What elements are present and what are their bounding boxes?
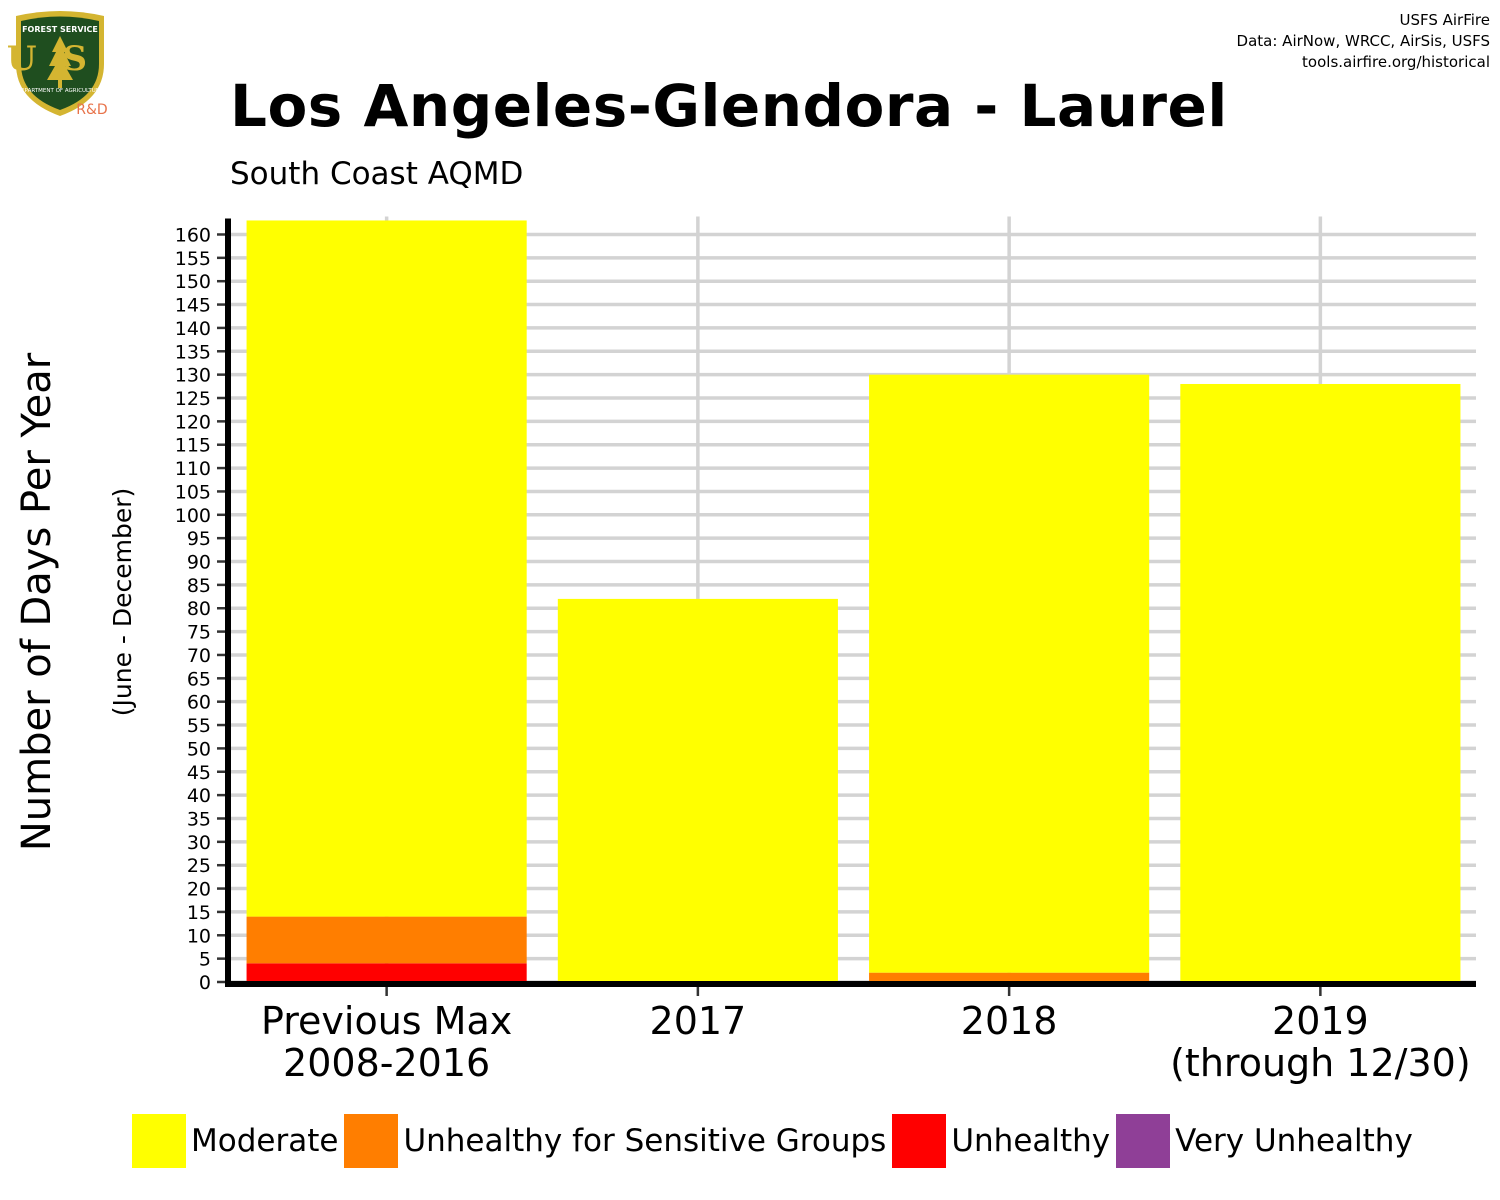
- y-tick-label: 0: [199, 972, 211, 994]
- y-tick-label: 35: [187, 808, 211, 830]
- y-tick-label: 160: [175, 224, 211, 246]
- y-tick-label: 130: [175, 365, 211, 387]
- chart-title: Los Angeles-Glendora - Laurel: [230, 72, 1228, 140]
- x-tick-label: 2019: [1272, 999, 1369, 1043]
- y-tick-label: 115: [175, 435, 211, 457]
- y-axis-sublabel: (June - December): [108, 488, 137, 717]
- y-tick-label: 95: [187, 528, 211, 550]
- y-tick-label: 15: [187, 902, 211, 924]
- y-tick-label: 65: [187, 668, 211, 690]
- legend: Moderate Unhealthy for Sensitive Groups Un…: [132, 1113, 1419, 1169]
- y-tick-label: 25: [187, 855, 211, 877]
- y-tick-label: 135: [175, 341, 211, 363]
- y-axis-label: Number of Days Per Year: [14, 352, 60, 851]
- bar-segment: [869, 374, 1150, 973]
- bars: [246, 220, 1461, 982]
- axes: [217, 218, 1476, 996]
- legend-item: Moderate: [132, 1114, 338, 1168]
- y-tick-label: 140: [175, 318, 211, 340]
- y-tick-label: 70: [187, 645, 211, 667]
- y-tick-label: 45: [187, 762, 211, 784]
- legend-swatch: [132, 1114, 186, 1168]
- y-tick-label: 40: [187, 785, 211, 807]
- y-tick-label: 30: [187, 832, 211, 854]
- y-tick-label: 145: [175, 295, 211, 317]
- y-tick-label: 110: [175, 458, 211, 480]
- tick-labels: 0510152025303540455055606570758085909510…: [175, 224, 1471, 1085]
- y-tick-label: 120: [175, 411, 211, 433]
- logo-top-text: FOREST SERVICE: [22, 25, 98, 34]
- y-tick-label: 55: [187, 715, 211, 737]
- usfs-shield-logo-icon: FOREST SERVICE US DEPARTMENT OF AGRICULT…: [8, 11, 112, 118]
- bar-segment: [869, 972, 1150, 982]
- y-tick-label: 100: [175, 505, 211, 527]
- y-tick-label: 150: [175, 271, 211, 293]
- bar-segment: [246, 220, 527, 917]
- bar-segment: [557, 598, 838, 982]
- x-tick-label: (through 12/30): [1170, 1041, 1471, 1085]
- y-tick-label: 5: [199, 949, 211, 971]
- logo-bottom-text: DEPARTMENT OF AGRICULTURE: [17, 88, 104, 94]
- y-tick-label: 155: [175, 248, 211, 270]
- x-tick-label: Previous Max: [261, 999, 512, 1043]
- x-tick-label: 2008-2016: [283, 1041, 490, 1085]
- y-tick-label: 75: [187, 622, 211, 644]
- credit-line: tools.airfire.org/historical: [1302, 53, 1490, 71]
- y-tick-label: 90: [187, 552, 211, 574]
- legend-label: Unhealthy for Sensitive Groups: [403, 1123, 887, 1159]
- credit-line: Data: AirNow, WRCC, AirSis, USFS: [1236, 32, 1490, 50]
- tree-icon: [47, 36, 73, 88]
- legend-swatch: [892, 1114, 947, 1168]
- y-tick-label: 10: [187, 925, 211, 947]
- credits: USFS AirFire Data: AirNow, WRCC, AirSis,…: [1237, 10, 1490, 73]
- y-tick-label: 20: [187, 879, 211, 901]
- y-tick-label: 50: [187, 738, 211, 760]
- logo-initials: US: [8, 39, 112, 79]
- bar-segment: [246, 963, 527, 982]
- legend-label: Unhealthy: [951, 1123, 1111, 1159]
- chart-subtitle: South Coast AQMD: [230, 156, 524, 192]
- x-tick-label: 2018: [961, 999, 1058, 1043]
- y-tick-label: 80: [187, 598, 211, 620]
- y-tick-label: 85: [187, 575, 211, 597]
- y-tick-label: 60: [187, 692, 211, 714]
- bar-segment: [246, 916, 527, 964]
- legend-swatch: [1116, 1114, 1171, 1168]
- legend-item: Unhealthy for Sensitive Groups: [344, 1114, 886, 1168]
- y-tick-label: 125: [175, 388, 211, 410]
- bar-segment: [1180, 383, 1461, 982]
- legend-label: Moderate: [191, 1123, 339, 1159]
- legend-item: Very Unhealthy: [1116, 1114, 1413, 1168]
- credit-line: USFS AirFire: [1399, 11, 1490, 29]
- y-tick-label: 105: [175, 481, 211, 503]
- x-tick-label: 2017: [650, 999, 747, 1043]
- legend-swatch: [344, 1114, 399, 1168]
- legend-item: Unhealthy: [892, 1114, 1110, 1168]
- logo-badge: R&D: [76, 102, 107, 118]
- legend-label: Very Unhealthy: [1175, 1123, 1413, 1159]
